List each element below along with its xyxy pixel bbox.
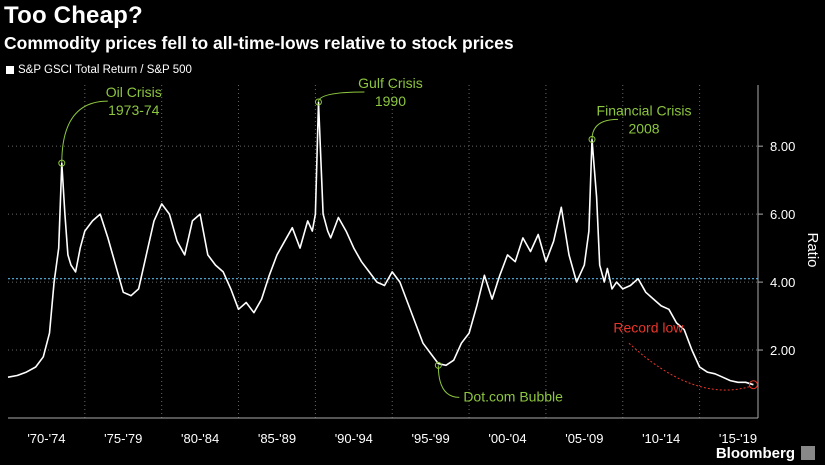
y-tick-label: 8.00 [770, 139, 795, 154]
annotation-label: Dot.com Bubble [463, 388, 563, 404]
chart-title: Too Cheap? [4, 2, 143, 29]
legend: S&P GSCI Total Return / S&P 500 [6, 64, 192, 76]
chart-subtitle: Commodity prices fell to all-time-lows r… [4, 33, 514, 53]
x-tick-label: '05-'09 [565, 431, 603, 446]
legend-label: S&P GSCI Total Return / S&P 500 [18, 64, 192, 76]
annotation-label: Oil Crisis [106, 84, 162, 100]
x-tick-label: '00-'04 [488, 431, 526, 446]
series-line [7, 101, 754, 386]
bloomberg-logo: Bloomberg [715, 445, 795, 462]
x-tick-label: '85-'89 [258, 431, 296, 446]
legend-swatch [6, 66, 14, 74]
x-tick-label: '10-'14 [642, 431, 680, 446]
y-tick-label: 2.00 [770, 343, 795, 358]
record-low-leader [628, 342, 750, 391]
annotation-leader [317, 91, 365, 103]
x-tick-label: '95-'99 [412, 431, 450, 446]
x-tick-label: '15-'19 [719, 431, 757, 446]
y-axis-label: Ratio [804, 232, 821, 267]
x-tick-label: '80-'84 [181, 431, 219, 446]
record-low-label: Record low [613, 320, 684, 336]
annotation-marker [314, 98, 322, 106]
annotation-label: 1990 [375, 93, 406, 109]
x-tick-label: '90-'94 [335, 431, 373, 446]
annotation-label: Gulf Crisis [358, 75, 423, 91]
annotation-leader [437, 365, 460, 398]
record-low-marker [748, 380, 758, 390]
annotation-leader [61, 100, 108, 164]
annotation-leader [591, 118, 619, 140]
x-tick-label: '75-'79 [104, 431, 142, 446]
y-tick-label: 4.00 [770, 275, 795, 290]
annotation-label: 1973-74 [108, 102, 160, 118]
x-tick-label: '70-'74 [27, 431, 65, 446]
y-tick-label: 6.00 [770, 207, 795, 222]
annotation-label: 2008 [628, 120, 659, 136]
bloomberg-icon [801, 446, 815, 460]
annotation-label: Financial Crisis [597, 102, 692, 118]
